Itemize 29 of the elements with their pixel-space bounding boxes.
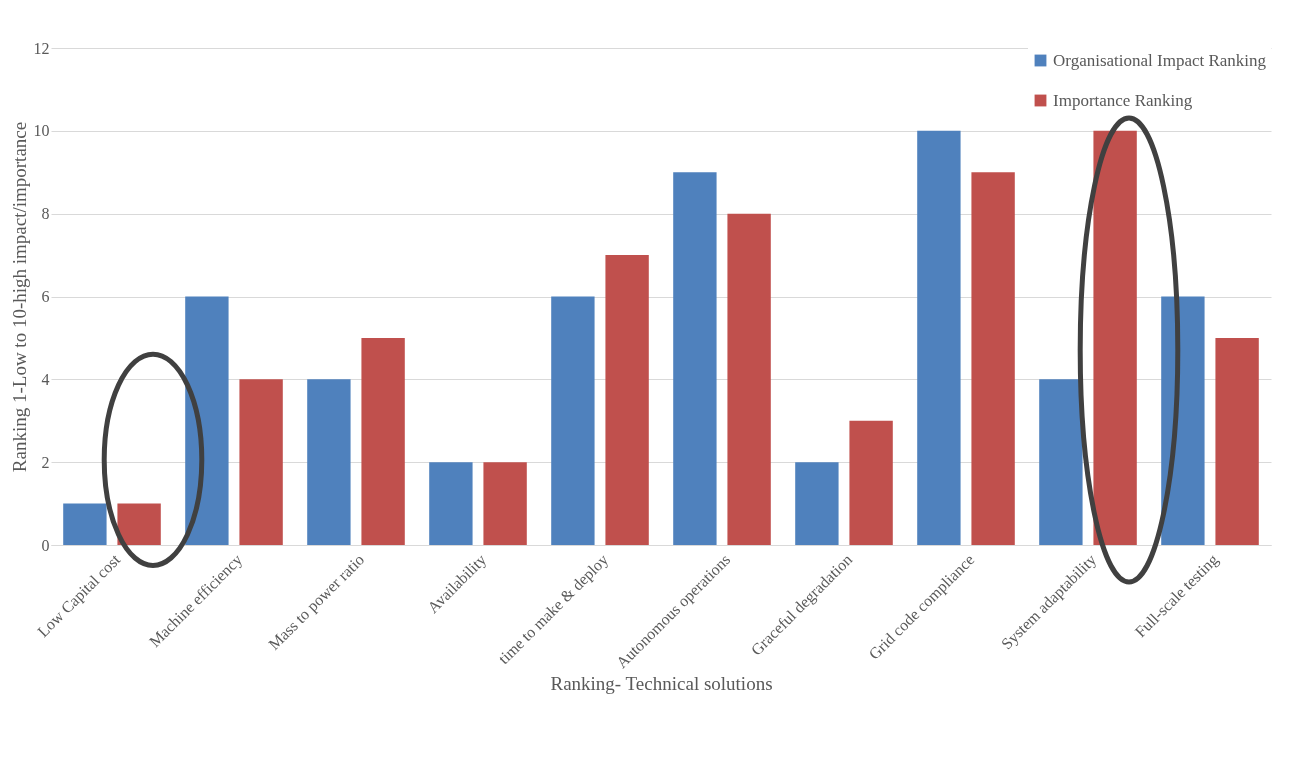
bar xyxy=(795,462,839,545)
bar xyxy=(551,296,595,545)
bar xyxy=(239,379,283,545)
bar xyxy=(1161,296,1205,545)
y-tick-label: 10 xyxy=(33,122,50,140)
bar xyxy=(917,130,961,545)
bar xyxy=(117,503,161,545)
bar xyxy=(849,420,893,545)
bar xyxy=(307,379,351,545)
y-tick-label: 0 xyxy=(41,536,50,554)
bar xyxy=(429,462,473,545)
y-tick-label: 8 xyxy=(41,205,50,223)
bar xyxy=(971,172,1015,545)
bar xyxy=(605,255,649,545)
bar xyxy=(673,172,717,545)
y-tick-label: 6 xyxy=(41,288,50,305)
y-axis-title: Ranking 1-Low to 10-high impact/importance xyxy=(8,121,30,473)
y-tick-label: 2 xyxy=(41,453,50,471)
bar xyxy=(483,462,527,545)
bar xyxy=(361,337,405,545)
bar xyxy=(63,503,107,545)
legend-label: Organisational Impact Ranking xyxy=(1053,50,1267,70)
x-axis-title: Ranking- Technical solutions xyxy=(550,673,773,695)
bar xyxy=(1039,379,1083,545)
bar xyxy=(727,213,771,545)
y-tick-label: 12 xyxy=(33,39,50,57)
y-tick-label: 4 xyxy=(41,370,50,388)
legend-label: Importance Ranking xyxy=(1053,90,1193,110)
bar xyxy=(1215,337,1259,545)
